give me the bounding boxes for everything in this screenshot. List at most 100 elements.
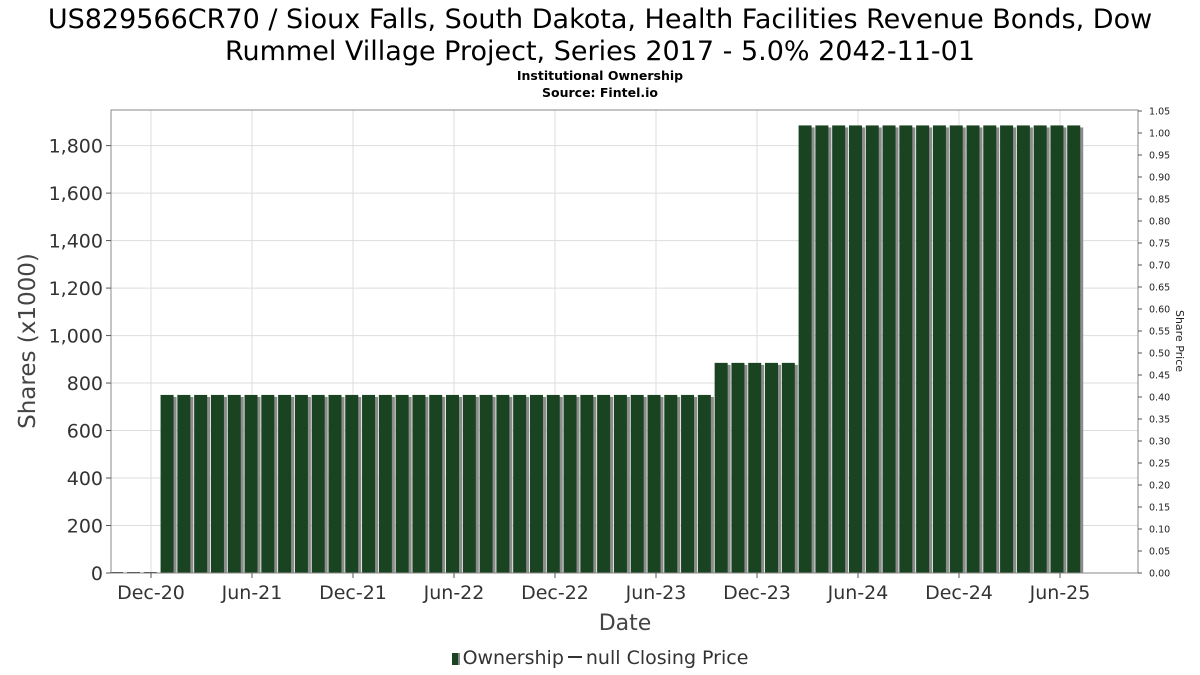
y-tick-label: 200 [67,516,103,538]
ownership-bar [546,394,563,573]
y2-tick-label: 0.90 [1149,173,1170,184]
ownership-bar [731,362,748,573]
y2-tick-label: 1.00 [1149,129,1170,140]
y2-tick-label: 0.80 [1149,217,1170,228]
y2-tick-label: 0.20 [1149,481,1170,492]
y2-tick-label: 0.40 [1149,393,1170,404]
ownership-bar [479,394,496,573]
x-tick-label: Dec-22 [521,582,589,604]
ownership-bar [462,394,479,573]
ownership-bar [848,125,865,573]
ownership-bar [496,394,513,573]
y-tick-label: 800 [67,373,103,395]
ownership-bar [210,394,227,573]
ownership-bar [932,125,949,573]
ownership-bar [345,394,362,573]
x-tick-label: Jun-22 [423,582,485,604]
y2-tick-label: 0.60 [1149,305,1170,316]
ownership-bar [244,394,261,573]
y2-tick-label: 0.25 [1149,459,1170,470]
x-tick-label: Jun-21 [221,582,283,604]
y2-tick-label: 0.10 [1149,525,1170,536]
ownership-bar [630,394,647,573]
y2-tick-label: 0.50 [1149,349,1170,360]
ownership-bar [378,394,395,573]
legend: Ownership null Closing Price [0,647,1200,669]
ownership-bar [395,394,412,573]
ownership-bar [513,394,530,573]
y-tick-label: 1,600 [49,183,103,205]
y2-tick-label: 0.75 [1149,239,1170,250]
ownership-bar [983,125,1000,573]
x-tick-label: Dec-20 [117,582,185,604]
ownership-bar [865,125,882,573]
y-axis-label: Shares (x1000) [15,253,41,429]
ownership-bar [597,394,614,573]
y-tick-label: 600 [67,421,103,443]
y2-tick-label: 0.85 [1149,195,1170,206]
ownership-bar [714,362,731,573]
ownership-bar [647,394,664,573]
ownership-bar [882,125,899,573]
ownership-bar [563,394,580,573]
y2-tick-label: 0.65 [1149,283,1170,294]
y-tick-label: 1,400 [49,231,103,253]
ownership-bar [1033,125,1050,573]
ownership-bar [529,394,546,573]
chart-title-line-2: Rummel Village Project, Series 2017 - 5.… [224,36,976,67]
x-tick-label: Jun-23 [625,582,687,604]
ownership-bar [311,394,328,573]
y-tick-label: 1,000 [49,326,103,348]
ownership-bar [328,394,345,573]
ownership-bar [177,394,194,573]
price-legend-label: null Closing Price [585,647,749,669]
x-tick-label: Dec-24 [925,582,993,604]
ownership-bar [194,394,211,573]
y2-tick-label: 0.00 [1149,569,1170,580]
ownership-bar [916,125,933,573]
ownership-bar [412,394,429,573]
x-tick-label: Dec-21 [319,582,387,604]
x-tick-label: Dec-23 [723,582,791,604]
ownership-bar [613,394,630,573]
ownership-bar [227,394,244,573]
x-tick-label: Jun-25 [1029,582,1091,604]
chart-title-line-1: US829566CR70 / Sioux Falls, South Dakota… [47,4,1153,35]
y2-tick-label: 0.35 [1149,415,1170,426]
y2-tick-label: 0.15 [1149,503,1170,514]
ownership-legend-swatch [451,653,460,665]
ownership-bar [781,362,798,573]
ownership-bar [681,394,698,573]
ownership-bar [160,394,177,573]
y-tick-label: 1,800 [49,136,103,158]
ownership-bar [832,125,849,573]
y2-tick-label: 0.95 [1149,151,1170,162]
y-tick-label: 0 [91,563,103,585]
y2-tick-label: 0.30 [1149,437,1170,448]
chart-source: Source: Fintel.io [542,85,658,100]
ownership-bar [899,125,916,573]
ownership-bar [748,362,765,573]
ownership-bar [1050,125,1067,573]
ownership-bar [294,394,311,573]
ownership-bar [261,394,278,573]
y2-tick-label: 1.05 [1149,107,1170,118]
y2-tick-label: 0.70 [1149,261,1170,272]
plot-area [110,109,1139,574]
chart-subtitle: Institutional Ownership [516,68,684,83]
y-tick-label: 1,200 [49,278,103,300]
ownership-bar [1016,125,1033,573]
x-tick-label: Jun-24 [827,582,889,604]
ownership-bar [798,125,815,573]
x-axis-label: Date [599,611,652,636]
ownership-bar [949,125,966,573]
ownership-bar [362,394,379,573]
ownership-bar [446,394,462,573]
ownership-bar [580,394,597,573]
ownership-legend-label: Ownership [462,647,564,669]
y-tick-label: 400 [67,468,103,490]
y2-tick-label: 0.55 [1149,327,1170,338]
y2-axis-label: Share Price [1173,310,1186,372]
y2-tick-label: 0.05 [1149,547,1170,558]
